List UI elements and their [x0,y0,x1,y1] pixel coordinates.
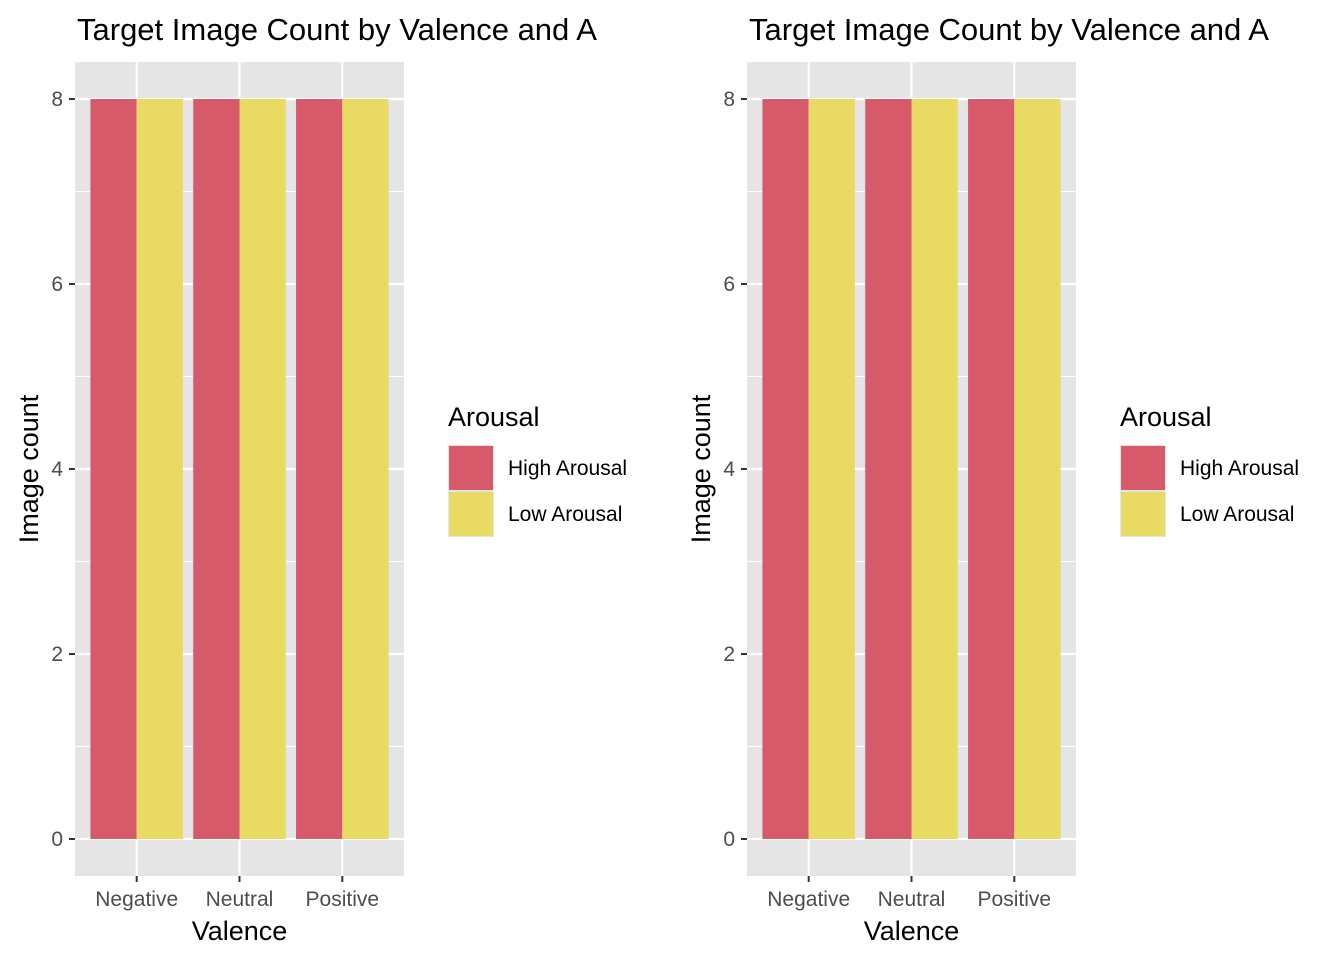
bar-low-arousal-neutral [911,99,958,839]
x-tick-label: Negative [767,888,850,911]
chart-panel-2: Target Image Count by Valence and A 0 2 4 6 8… [686,12,1299,946]
y-axis-title: Image count [14,394,44,543]
y-tick-label: 4 [51,458,63,481]
x-tick-label: Positive [978,888,1052,911]
y-tick-label: 2 [723,643,735,666]
chart-panel-1: Target Image Count by Valence and A 0 2 4 6 8… [14,12,627,946]
legend-swatch [449,492,493,536]
bar-low-arousal-positive [1014,99,1061,839]
y-tick-label: 4 [723,458,735,481]
x-tick-label: Positive [306,888,380,911]
y-tick-label: 6 [723,273,735,296]
y-tick-label: 8 [723,88,735,111]
bar-low-arousal-positive [342,99,389,839]
legend-label: High Arousal [508,457,627,480]
bar-high-arousal-neutral [193,99,240,839]
bar-low-arousal-negative [808,99,855,839]
y-tick-label: 0 [723,828,735,851]
y-tick-label: 0 [51,828,63,851]
legend-label: Low Arousal [508,503,622,526]
y-tick-label: 6 [51,273,63,296]
bar-low-arousal-neutral [239,99,286,839]
x-axis-title: Valence [864,916,960,946]
legend: Arousal High Arousal Low Arousal [448,402,627,537]
bar-high-arousal-positive [296,99,343,839]
bar-high-arousal-neutral [865,99,912,839]
y-tick-label: 2 [51,643,63,666]
legend-title: Arousal [448,402,540,432]
y-axis-title: Image count [686,394,716,543]
legend-label: Low Arousal [1180,503,1294,526]
legend-swatch [1121,492,1165,536]
chart-title: Target Image Count by Valence and A [77,12,597,47]
x-axis-title: Valence [192,916,288,946]
bar-low-arousal-negative [136,99,183,839]
x-tick-label: Neutral [878,888,946,911]
bar-high-arousal-positive [968,99,1015,839]
bar-high-arousal-negative [90,99,137,839]
legend-label: High Arousal [1180,457,1299,480]
chart-title: Target Image Count by Valence and A [749,12,1269,47]
legend-title: Arousal [1120,402,1212,432]
legend-swatch [1121,446,1165,490]
x-tick-label: Negative [95,888,178,911]
bar-high-arousal-negative [762,99,809,839]
y-tick-label: 8 [51,88,63,111]
legend: Arousal High Arousal Low Arousal [1120,402,1299,537]
legend-swatch [449,446,493,490]
x-tick-label: Neutral [206,888,274,911]
